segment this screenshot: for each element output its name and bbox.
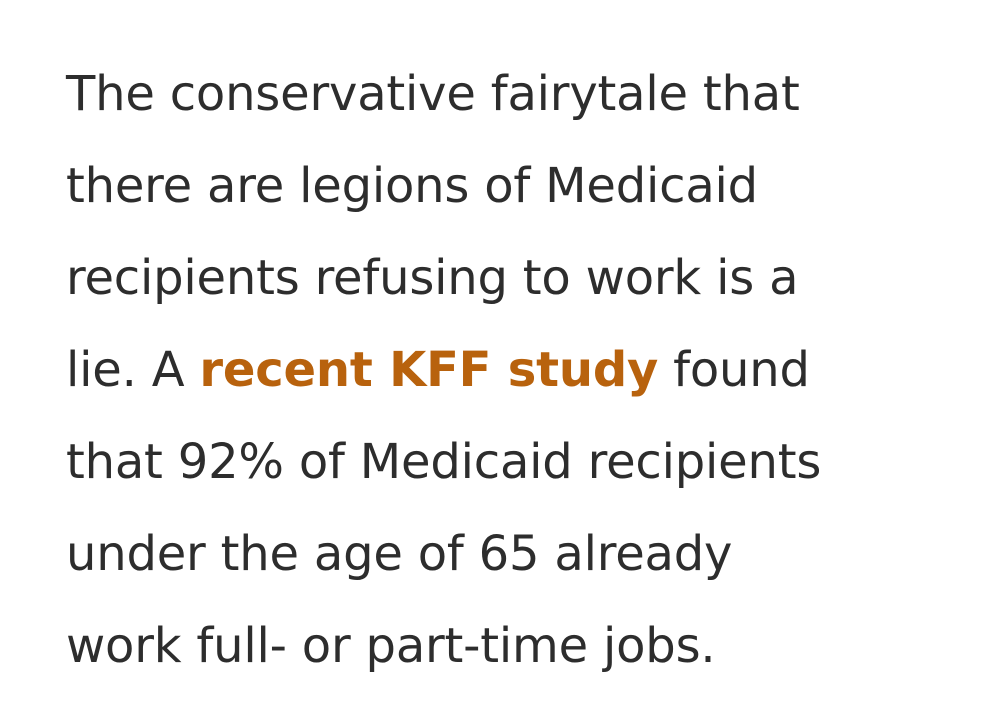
paragraph-line-5: that 92% of Medicaid recipients — [66, 434, 822, 490]
paragraph-line-3: recipients refusing to work is a — [66, 250, 799, 306]
paragraph-line-7: work full- or part-time jobs. — [66, 618, 716, 674]
paragraph-line-4: lie. A recent KFF study found — [66, 324, 966, 416]
paragraph-line-2: there are legions of Medicaid — [66, 158, 758, 214]
paragraph-line-4-start: lie. A — [66, 342, 200, 398]
article-body: The conservative fairytale that there ar… — [66, 48, 966, 692]
paragraph-line-1: The conservative fairytale that — [66, 66, 800, 122]
kff-study-link[interactable]: recent KFF study — [199, 342, 659, 398]
paragraph-line-6: under the age of 65 already — [66, 526, 733, 582]
article-paragraph: The conservative fairytale that there ar… — [66, 48, 966, 692]
paragraph-line-4-end: found — [658, 342, 810, 398]
